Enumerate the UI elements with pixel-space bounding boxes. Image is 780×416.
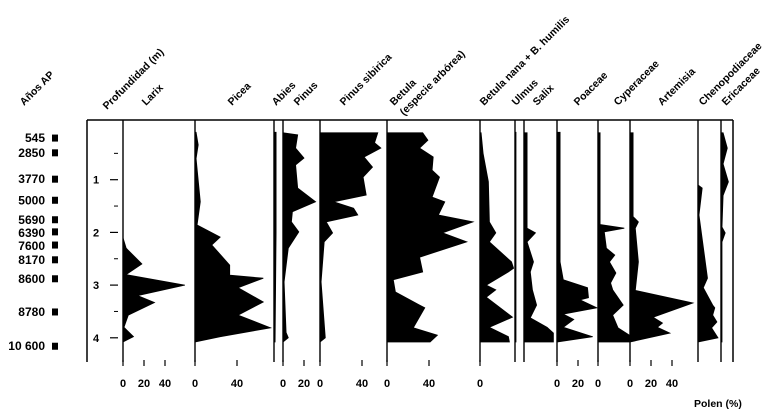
depth-tick-label: 4 — [93, 333, 100, 345]
pollen-curve-cyperaceae — [597, 132, 630, 343]
depth-tick-label: 3 — [93, 280, 99, 292]
pollen-curve-pinus-sibirica — [319, 132, 382, 343]
x-tick-label: 0 — [317, 378, 323, 390]
pollen-curve-betula — [386, 132, 475, 343]
age-label: 8600 — [18, 272, 45, 286]
x-tick-label: 40 — [231, 378, 243, 390]
depth-tick-label: 1 — [93, 175, 99, 187]
x-tick-label: 20 — [572, 378, 584, 390]
x-tick-label: 20 — [138, 378, 150, 390]
x-tick-label: 40 — [666, 378, 678, 390]
pollen-curve-betula-nana-b-humilis — [479, 132, 515, 343]
age-marker — [52, 342, 58, 350]
pollen-curve-larix — [122, 237, 185, 343]
taxon-label: Abies — [270, 79, 299, 108]
age-label: 8170 — [18, 253, 45, 267]
age-label: 7600 — [18, 239, 45, 253]
x-tick-label: 40 — [159, 378, 171, 390]
age-marker — [52, 308, 58, 316]
x-tick-label: 20 — [298, 378, 310, 390]
x-tick-label: 0 — [627, 378, 633, 390]
pollen-curve-picea — [194, 131, 273, 343]
taxon-label: Cyperaceae — [612, 58, 662, 108]
age-label: 3770 — [18, 172, 45, 186]
pollen-curve-ericaceae — [720, 132, 729, 343]
age-axis-title: Años AP — [18, 69, 57, 108]
x-tick-label: 0 — [595, 378, 601, 390]
x-tick-label: 40 — [356, 378, 368, 390]
age-marker — [52, 241, 58, 249]
pollen-curve-abies — [273, 131, 277, 343]
x-tick-label: 0 — [120, 378, 126, 390]
age-label: 5000 — [18, 193, 45, 207]
age-marker — [52, 134, 58, 142]
pollen-curve-pinus — [282, 132, 317, 343]
pollen-curve-chenopodiaceae — [697, 184, 719, 343]
taxon-label: Pinus sibirica — [338, 51, 395, 108]
age-marker — [52, 275, 58, 283]
age-marker — [52, 149, 58, 157]
x-tick-label: 0 — [554, 378, 560, 390]
age-label: 5690 — [18, 213, 45, 227]
age-label: 8780 — [18, 305, 45, 319]
age-marker — [52, 196, 58, 204]
depth-axis-title: Profundidad (m) — [101, 46, 167, 112]
age-marker — [52, 228, 58, 236]
taxon-label: Larix — [140, 82, 166, 108]
pollen-curve-salix — [523, 132, 554, 343]
pollen-curve-artemisia — [629, 132, 695, 343]
age-marker — [52, 256, 58, 264]
age-label: 2850 — [18, 146, 45, 160]
taxon-label: Poaceae — [572, 69, 611, 108]
pollen-curves — [122, 131, 729, 343]
depth-axis: 1 2 3 4 — [93, 152, 118, 345]
x-tick-label: 0 — [280, 378, 286, 390]
x-tick-label: 0 — [384, 378, 390, 390]
x-tick-label: 40 — [423, 378, 435, 390]
age-label: 545 — [25, 131, 45, 145]
x-axis-ticks: 0 20 40 0 40 0 20 0 40 0 40 0 0 20 0 0 20 40 — [120, 360, 678, 390]
depth-tick-label: 2 — [93, 227, 99, 239]
age-label: 6390 — [18, 226, 45, 240]
x-axis-title: Polen (%) — [694, 398, 742, 410]
pollen-curve-ulmus — [514, 131, 517, 343]
taxon-label: Picea — [226, 80, 254, 108]
age-label: 10 600 — [8, 339, 45, 353]
pollen-curve-poaceae — [556, 131, 599, 343]
x-tick-label: 20 — [645, 378, 657, 390]
taxon-label: Pinus — [292, 79, 321, 108]
taxon-label: Artemisia — [656, 66, 698, 108]
age-marker — [52, 175, 58, 183]
age-marker — [52, 216, 58, 224]
x-tick-label: 0 — [477, 378, 483, 390]
x-tick-label: 0 — [192, 378, 198, 390]
